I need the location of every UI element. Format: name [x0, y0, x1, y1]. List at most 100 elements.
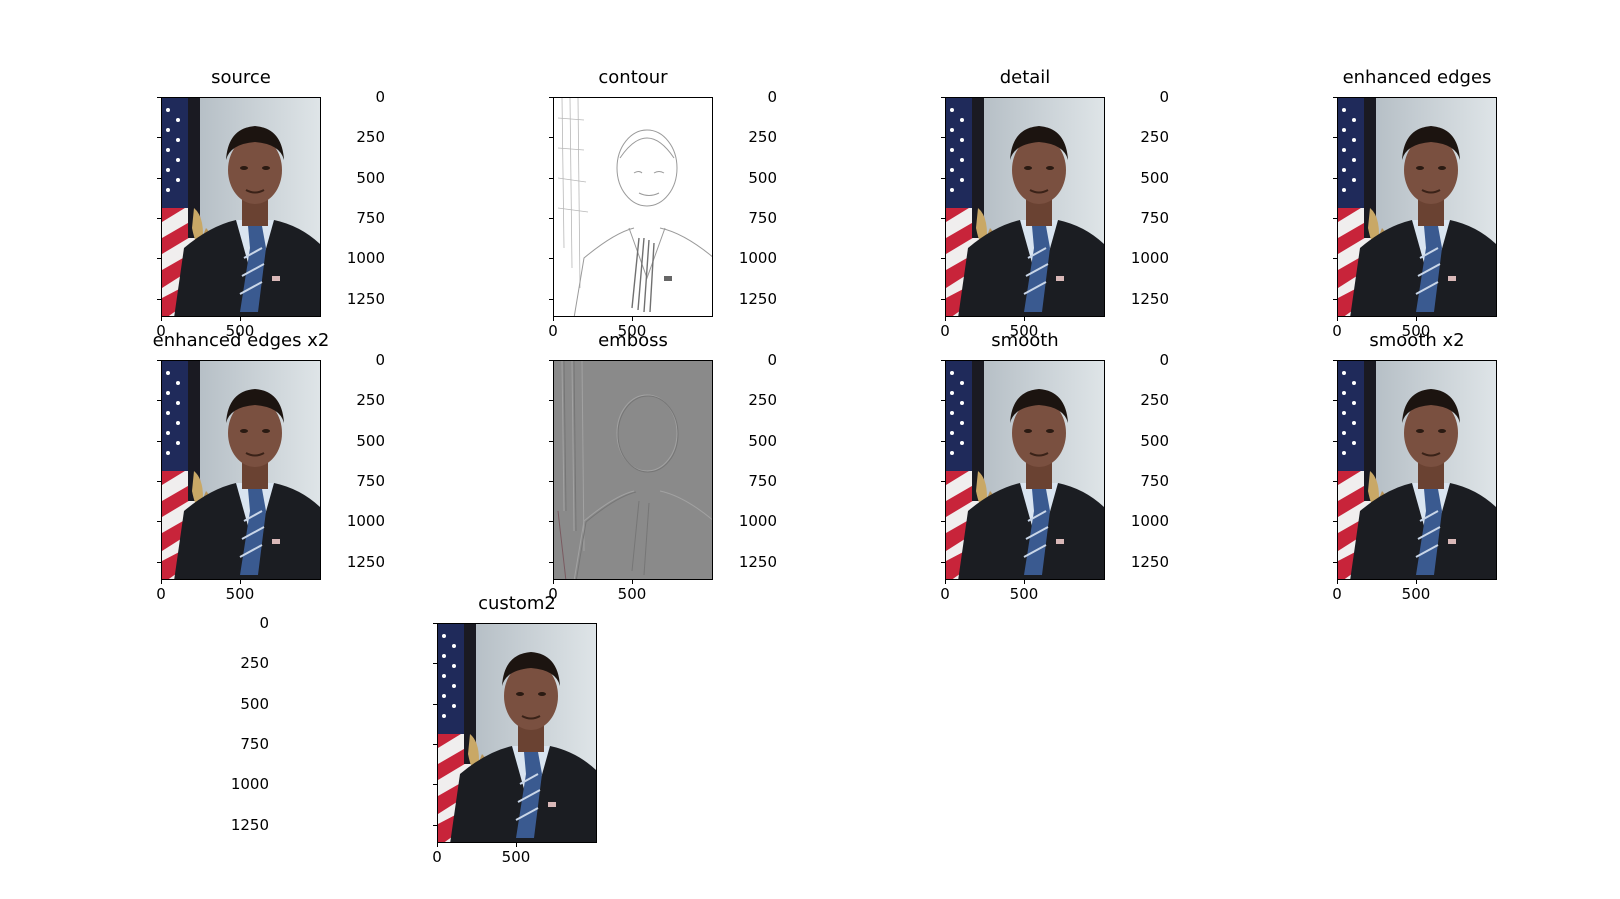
y-tick-mark	[1333, 217, 1337, 219]
y-tick-mark	[157, 480, 161, 482]
y-tick-mark	[433, 703, 437, 705]
y-tick-mark	[549, 521, 553, 523]
y-tick-mark	[1333, 258, 1337, 260]
y-tick-label: 500	[356, 431, 385, 450]
y-tick-label: 1000	[346, 512, 385, 531]
y-tick-mark	[941, 258, 945, 260]
portrait-image	[438, 624, 596, 842]
y-tick-label: 0	[1159, 88, 1169, 106]
image-frame	[161, 360, 321, 580]
subplot-title: enhanced edges	[1342, 67, 1492, 88]
y-tick-label: 1000	[738, 249, 777, 268]
image-frame	[1337, 360, 1497, 580]
y-tick-mark	[1333, 561, 1337, 563]
y-tick-label: 0	[767, 88, 777, 106]
y-tick-label: 500	[748, 431, 777, 450]
y-tick-mark	[1333, 177, 1337, 179]
x-tick-label: 500	[617, 585, 647, 603]
y-tick-mark	[157, 298, 161, 300]
y-tick-label: 500	[356, 168, 385, 187]
portrait-image	[946, 361, 1104, 579]
y-tick-mark	[941, 137, 945, 139]
x-tick-label: 500	[1401, 322, 1431, 340]
y-tick-mark	[157, 400, 161, 402]
y-tick-mark	[941, 177, 945, 179]
y-tick-mark	[157, 177, 161, 179]
subplot-title: detail	[999, 67, 1051, 88]
y-tick-label: 250	[748, 128, 777, 147]
y-tick-label: 500	[1140, 431, 1169, 450]
x-tick-mark	[945, 580, 946, 584]
y-tick-mark	[1333, 360, 1337, 361]
x-tick-mark	[1337, 580, 1338, 584]
x-tick-mark	[553, 317, 554, 321]
y-tick-label: 0	[767, 351, 777, 369]
image-frame	[161, 97, 321, 317]
y-tick-mark	[549, 97, 553, 98]
y-tick-mark	[941, 561, 945, 563]
y-tick-mark	[433, 743, 437, 745]
x-tick-mark	[553, 580, 554, 584]
image-frame	[553, 97, 713, 317]
y-tick-mark	[549, 217, 553, 219]
portrait-image	[162, 361, 320, 579]
y-tick-mark	[549, 561, 553, 563]
y-tick-label: 750	[748, 471, 777, 490]
y-tick-label: 1250	[1130, 289, 1169, 308]
image-frame	[945, 97, 1105, 317]
y-tick-mark	[433, 663, 437, 665]
x-tick-label: 0	[156, 322, 166, 340]
y-tick-label: 1000	[346, 249, 385, 268]
x-tick-mark	[240, 317, 241, 321]
x-tick-label: 500	[1009, 585, 1039, 603]
x-tick-label: 0	[940, 585, 950, 603]
x-tick-mark	[632, 317, 633, 321]
y-tick-mark	[433, 784, 437, 786]
subplot-title: enhanced edges x2	[152, 330, 330, 351]
y-tick-mark	[941, 298, 945, 300]
x-tick-mark	[437, 843, 438, 847]
x-tick-mark	[632, 580, 633, 584]
y-tick-label: 1000	[1130, 512, 1169, 531]
y-tick-label: 1250	[346, 552, 385, 571]
y-tick-label: 750	[356, 208, 385, 227]
x-tick-label: 0	[548, 585, 558, 603]
portrait-image	[1338, 361, 1496, 579]
x-tick-label: 500	[617, 322, 647, 340]
y-tick-label: 0	[259, 614, 269, 632]
x-tick-mark	[1024, 580, 1025, 584]
y-tick-label: 0	[1159, 351, 1169, 369]
portrait-image	[1338, 98, 1496, 316]
x-tick-label: 0	[156, 585, 166, 603]
subplot-title: smooth	[991, 330, 1059, 351]
x-tick-mark	[1416, 317, 1417, 321]
y-tick-mark	[1333, 400, 1337, 402]
x-tick-mark	[161, 317, 162, 321]
y-tick-label: 250	[748, 391, 777, 410]
y-tick-label: 1250	[738, 552, 777, 571]
y-tick-label: 1250	[1130, 552, 1169, 571]
y-tick-mark	[433, 824, 437, 826]
y-tick-mark	[433, 623, 437, 624]
x-tick-label: 500	[501, 848, 531, 866]
y-tick-label: 500	[748, 168, 777, 187]
y-tick-label: 750	[1140, 471, 1169, 490]
y-tick-label: 250	[240, 654, 269, 673]
y-tick-mark	[549, 177, 553, 179]
subplot-title: custom2	[478, 593, 556, 614]
x-tick-mark	[1024, 317, 1025, 321]
y-tick-mark	[549, 480, 553, 482]
y-tick-mark	[549, 400, 553, 402]
subplot-title: contour	[598, 67, 668, 88]
x-tick-label: 500	[1401, 585, 1431, 603]
portrait-image	[554, 361, 712, 579]
y-tick-mark	[549, 440, 553, 442]
y-tick-mark	[157, 360, 161, 361]
subplot-title: smooth x2	[1369, 330, 1465, 351]
y-tick-mark	[1333, 440, 1337, 442]
portrait-image	[162, 98, 320, 316]
x-tick-label: 0	[432, 848, 442, 866]
subplot-title: source	[211, 67, 271, 88]
x-tick-label: 0	[940, 322, 950, 340]
